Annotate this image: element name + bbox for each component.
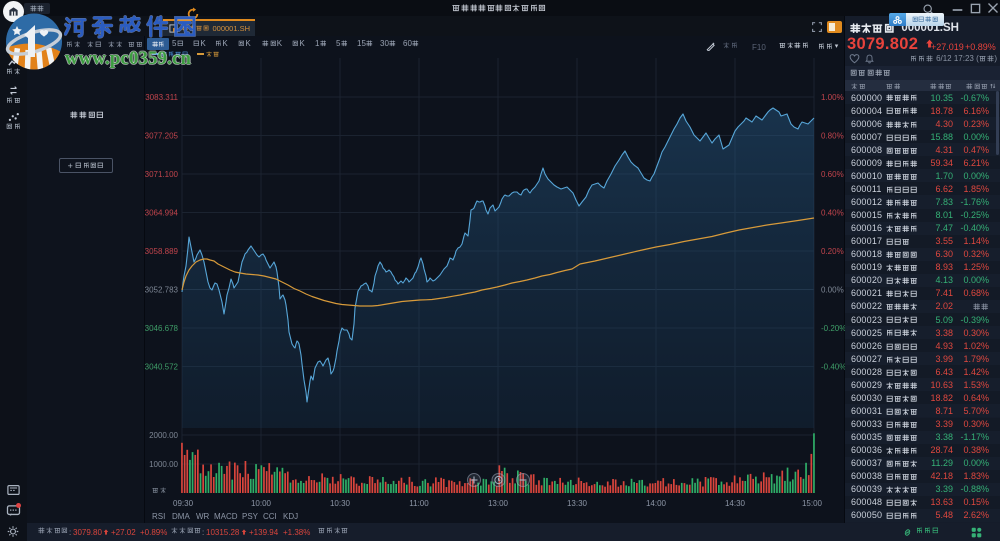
svg-text:-0.40%: -0.40% — [821, 362, 845, 371]
svg-text:1000.00: 1000.00 — [149, 460, 178, 469]
svg-text:3064.994: 3064.994 — [145, 208, 179, 217]
svg-text:10:30: 10:30 — [330, 499, 351, 508]
svg-text:0.80%: 0.80% — [821, 131, 844, 140]
svg-text:0.00%: 0.00% — [821, 285, 844, 294]
svg-text:09:30: 09:30 — [173, 499, 194, 508]
svg-text:3052.783: 3052.783 — [145, 285, 179, 294]
svg-text:3083.311: 3083.311 — [145, 93, 178, 102]
svg-text:11:00: 11:00 — [409, 499, 429, 508]
svg-text:3077.205: 3077.205 — [145, 131, 179, 140]
svg-text:1.00%: 1.00% — [821, 93, 844, 102]
svg-text:15:00: 15:00 — [802, 499, 823, 508]
svg-text:3071.100: 3071.100 — [145, 170, 179, 179]
svg-text:0.60%: 0.60% — [821, 170, 844, 179]
svg-text:14:00: 14:00 — [646, 499, 667, 508]
svg-text:0.20%: 0.20% — [821, 247, 844, 256]
svg-text:13:00: 13:00 — [488, 499, 509, 508]
svg-text:-0.20%: -0.20% — [821, 324, 845, 333]
svg-text:13:30: 13:30 — [567, 499, 588, 508]
svg-text:14:30: 14:30 — [725, 499, 746, 508]
svg-text:10:00: 10:00 — [251, 499, 272, 508]
svg-text:2000.00: 2000.00 — [149, 431, 178, 440]
svg-text:0.40%: 0.40% — [821, 208, 844, 217]
svg-text:3040.572: 3040.572 — [145, 362, 179, 371]
svg-text:3058.889: 3058.889 — [145, 247, 179, 256]
svg-text:3046.678: 3046.678 — [145, 324, 179, 333]
